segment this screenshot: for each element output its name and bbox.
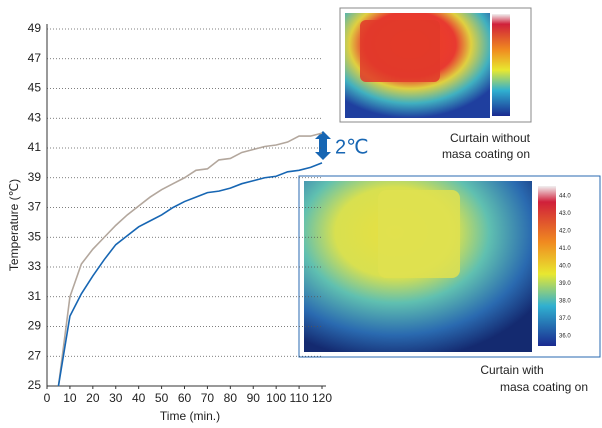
series-line (57, 132, 323, 387)
seat-back (378, 190, 460, 278)
y-tick-label: 33 (28, 259, 42, 273)
y-tick-label: 25 (28, 378, 42, 392)
scale-label: 44.0 (559, 194, 571, 200)
series-line (57, 162, 323, 387)
seat-back (360, 20, 440, 82)
scale-label: 37.0 (559, 316, 571, 322)
y-tick-label: 43 (28, 110, 42, 124)
scale-label: 40.0 (559, 264, 571, 270)
y-tick-label: 41 (28, 140, 42, 154)
y-axis-label: Temperature (℃) (7, 179, 21, 271)
x-tick-label: 100 (266, 391, 286, 405)
x-tick-label: 40 (132, 391, 146, 405)
scale-label: 36.0 (559, 334, 571, 340)
color-bar (492, 14, 510, 116)
scale-label: 39.0 (559, 281, 571, 287)
y-tick-label: 37 (28, 200, 42, 214)
x-tick-label: 30 (109, 391, 123, 405)
x-tick-label: 120 (312, 391, 332, 405)
x-axis-label: Time (min.) (160, 409, 220, 423)
annotation: Curtain with (480, 363, 543, 377)
scale-label: 41.0 (559, 246, 571, 252)
y-tick-label: 29 (28, 319, 42, 333)
x-tick-label: 70 (201, 391, 215, 405)
y-tick-label: 39 (28, 170, 42, 184)
x-tick-label: 110 (290, 391, 309, 405)
x-tick-label: 50 (155, 391, 169, 405)
scale-label: 42.0 (559, 229, 571, 235)
x-tick-label: 0 (44, 391, 51, 405)
color-bar (538, 186, 556, 346)
annotation: Curtain without (450, 131, 531, 145)
y-tick-label: 47 (28, 51, 42, 65)
y-tick-label: 45 (28, 81, 42, 95)
annotation: masa coating on (500, 380, 588, 394)
x-tick-label: 80 (224, 391, 238, 405)
double-arrow (315, 131, 331, 160)
y-tick-label: 35 (28, 229, 42, 243)
scale-label: 38.0 (559, 299, 571, 305)
x-tick-label: 60 (178, 391, 192, 405)
annotation: masa coating on (442, 147, 530, 161)
y-tick-label: 49 (28, 21, 42, 35)
y-tick-label: 27 (28, 348, 42, 362)
difference-label: 2℃ (335, 136, 369, 158)
x-tick-label: 20 (86, 391, 100, 405)
y-tick-label: 31 (28, 289, 42, 303)
x-tick-label: 10 (63, 391, 77, 405)
scale-label: 43.0 (559, 211, 571, 217)
x-tick-label: 90 (247, 391, 261, 405)
